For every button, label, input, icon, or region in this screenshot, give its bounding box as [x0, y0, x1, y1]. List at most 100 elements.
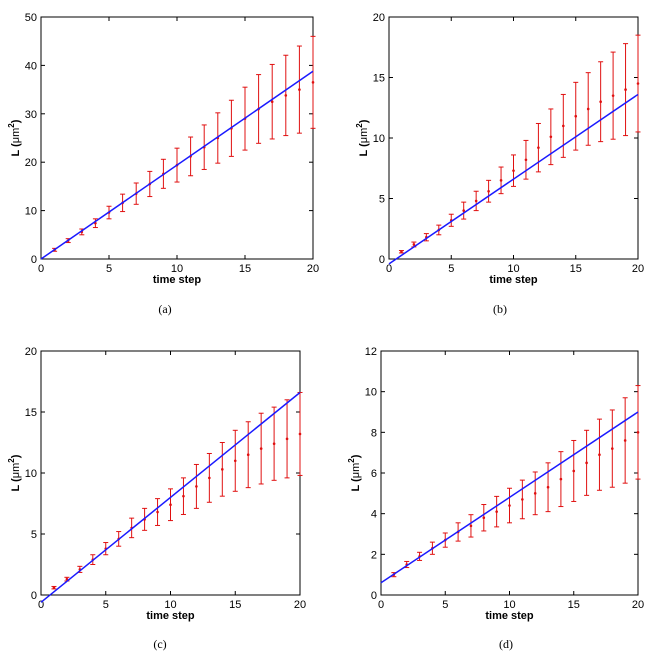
chart-1-point-16 — [599, 100, 602, 103]
chart-1-point-8 — [499, 179, 503, 182]
chart-2-ytick-label-0: 0 — [31, 590, 37, 602]
chart-2-xlabel: time step — [146, 610, 195, 622]
chart-0-point-17 — [284, 94, 288, 97]
chart-2-point-18 — [285, 437, 289, 441]
chart-0-xtick-label-2: 10 — [171, 263, 183, 275]
chart-2-ytick-label-1: 5 — [31, 529, 37, 541]
chart-1-point-13 — [562, 124, 565, 128]
chart-1-point-11 — [537, 146, 540, 149]
chart-3-point-11 — [533, 492, 537, 495]
chart-1-xlabel: time step — [489, 274, 538, 286]
chart-1-ytick-label-1: 5 — [379, 194, 385, 206]
chart-1-caption: (b) — [493, 302, 507, 316]
chart-1-ytick-label-2: 10 — [373, 133, 385, 145]
chart-1-point-6 — [474, 199, 478, 203]
chart-0-point-18 — [298, 88, 301, 91]
chart-3-ytick-label-2: 4 — [371, 509, 377, 521]
chart-1-point-9 — [512, 169, 515, 172]
chart-2: 0 5 10 15 20 0 5 10 15 20 time step L (μm2) (c) — [7, 346, 306, 651]
chart-0-xtick-label-1: 5 — [106, 263, 112, 275]
chart-3-ytick-label-0: 0 — [371, 590, 377, 602]
chart-0-xtick-label-4: 20 — [307, 263, 319, 275]
chart-2-point-0 — [52, 586, 56, 589]
chart-1-ytick-label-0: 0 — [379, 254, 385, 266]
chart-3-ytick-label-5: 10 — [365, 387, 377, 399]
chart-3-point-10 — [521, 498, 524, 501]
chart-1-xtick-label-2: 10 — [507, 263, 519, 275]
chart-2-caption: (c) — [153, 637, 166, 651]
chart-1-fit-line — [388, 93, 639, 265]
chart-1-ylabel: L (μm2) — [355, 119, 370, 156]
chart-1-xtick-label-1: 5 — [448, 263, 454, 275]
chart-2-point-13 — [221, 468, 224, 471]
chart-3-xtick-label-1: 5 — [442, 599, 448, 611]
chart-1-point-0 — [400, 250, 403, 254]
chart-2-ytick-label-2: 10 — [25, 468, 37, 480]
chart-2-point-1 — [65, 577, 69, 581]
chart-1-xtick-label-3: 15 — [570, 263, 582, 275]
chart-3-xtick-label-3: 15 — [568, 599, 580, 611]
chart-3-point-8 — [495, 510, 498, 513]
chart-2-point-10 — [182, 494, 185, 498]
chart-0-xtick-label-0: 0 — [38, 263, 44, 275]
chart-0-ytick-label-2: 20 — [25, 157, 37, 169]
chart-2-point-14 — [233, 459, 237, 463]
chart-2-ytick-label-4: 20 — [25, 346, 37, 358]
chart-3: 0 5 10 15 20 0 2 4 6 8 10 12 time step L (μm2) (d) — [347, 346, 644, 651]
chart-3-xtick-label-0: 0 — [378, 599, 384, 611]
chart-3-point-19 — [636, 431, 640, 434]
chart-2-point-15 — [246, 453, 250, 457]
chart-0-xlabel: time step — [153, 274, 202, 286]
chart-3-xtick-label-4: 20 — [632, 599, 644, 611]
chart-2-xtick-label-2: 10 — [164, 599, 176, 611]
chart-3-fit-line — [380, 411, 639, 584]
chart-1-ytick-label-3: 15 — [373, 73, 385, 85]
chart-3-ytick-label-4: 8 — [371, 427, 377, 439]
chart-1-point-1 — [412, 243, 416, 246]
chart-2-xtick-label-3: 15 — [229, 599, 241, 611]
chart-0-ytick-label-1: 10 — [25, 206, 37, 218]
chart-0-fit-line — [40, 70, 314, 260]
chart-2-xtick-label-0: 0 — [38, 599, 44, 611]
chart-0-point-19 — [311, 81, 315, 84]
chart-0-xtick-label-3: 15 — [239, 263, 251, 275]
chart-1-point-14 — [574, 114, 578, 118]
chart-2-point-12 — [208, 476, 211, 480]
chart-0-caption: (a) — [158, 302, 171, 316]
chart-3-point-18 — [623, 439, 627, 442]
chart-3-point-7 — [482, 516, 486, 520]
chart-2-fit-line — [40, 391, 301, 603]
chart-0-ytick-label-0: 0 — [31, 254, 37, 266]
chart-0-point-16 — [270, 100, 274, 103]
chart-2-point-9 — [169, 503, 172, 507]
chart-1-point-7 — [487, 189, 490, 193]
chart-3-caption: (d) — [499, 637, 513, 651]
chart-1-point-10 — [524, 158, 528, 162]
chart-1-xtick-label-0: 0 — [386, 263, 392, 275]
chart-3-xlabel: time step — [485, 610, 534, 622]
chart-0-ylabel: L (μm2) — [7, 119, 22, 156]
chart-1-xtick-label-4: 20 — [632, 263, 644, 275]
chart-2-ytick-label-3: 15 — [25, 407, 37, 419]
chart-1-point-19 — [636, 82, 640, 85]
chart-3-ytick-label-3: 6 — [371, 468, 377, 480]
chart-1-point-18 — [624, 88, 627, 91]
chart-1-point-17 — [611, 94, 615, 97]
chart-3-point-15 — [585, 461, 588, 465]
chart-3-ytick-label-1: 2 — [371, 549, 377, 561]
chart-0-ytick-label-4: 40 — [25, 60, 37, 72]
chart-0: 0 5 10 15 20 0 10 20 30 40 50 time step L (μm2) (a) — [7, 12, 319, 316]
chart-1-point-5 — [462, 209, 466, 212]
chart-2-point-8 — [156, 510, 159, 514]
chart-1-point-15 — [586, 107, 590, 111]
chart-3-point-6 — [469, 524, 473, 528]
chart-3-point-17 — [611, 447, 614, 450]
chart-3-point-9 — [508, 504, 511, 507]
chart-2-point-11 — [195, 485, 198, 488]
chart-2-xtick-label-1: 5 — [103, 599, 109, 611]
chart-2-point-16 — [259, 447, 263, 450]
chart-2-ylabel: L (μm2) — [7, 454, 22, 491]
chart-1-point-12 — [549, 135, 553, 139]
chart-2-point-17 — [272, 442, 276, 446]
